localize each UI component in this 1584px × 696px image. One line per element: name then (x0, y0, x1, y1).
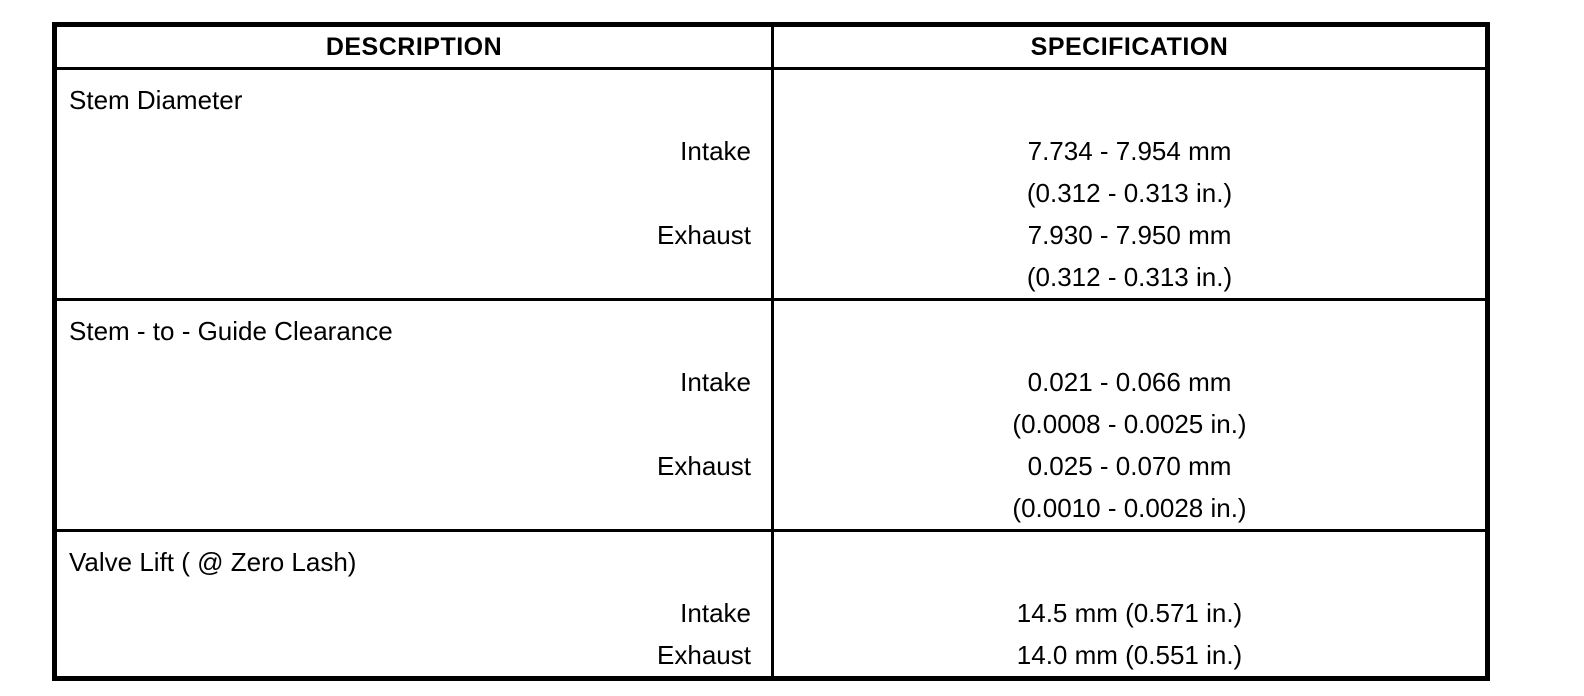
section-description-cell: Stem - to - Guide Clearance Intake Exhau… (57, 301, 771, 529)
section-title: Valve Lift ( @ Zero Lash) (69, 546, 357, 577)
row-label: Intake (680, 597, 751, 628)
valve-specification-table: DESCRIPTION SPECIFICATION Stem Diameter … (52, 22, 1490, 681)
spacer (774, 301, 1485, 361)
spec-value: 14.0 mm (0.551 in.) (1016, 639, 1243, 670)
spec-value: 7.930 - 7.950 mm (1027, 219, 1232, 250)
section-stem-to-guide-clearance: Stem - to - Guide Clearance Intake Exhau… (57, 298, 1485, 529)
spacer (774, 70, 1485, 130)
section-specification-cell: 7.734 - 7.954 mm (0.312 - 0.313 in.) 7.9… (771, 70, 1485, 298)
spec-value: (0.312 - 0.313 in.) (1026, 177, 1233, 208)
row-label (57, 403, 771, 445)
row-label (57, 487, 771, 529)
specification-column-header: SPECIFICATION (771, 27, 1485, 67)
spacer (774, 532, 1485, 592)
row-label: Intake (680, 366, 751, 397)
spec-value: 14.5 mm (0.571 in.) (1016, 597, 1243, 628)
table-header-row: DESCRIPTION SPECIFICATION (57, 27, 1485, 70)
description-column-header: DESCRIPTION (325, 32, 503, 61)
spec-value: (0.312 - 0.313 in.) (1026, 261, 1233, 292)
row-label: Exhaust (657, 450, 751, 481)
section-specification-cell: 14.5 mm (0.571 in.) 14.0 mm (0.551 in.) (771, 532, 1485, 676)
row-label (57, 256, 771, 298)
spec-value: 0.021 - 0.066 mm (1027, 366, 1232, 397)
spec-value: 7.734 - 7.954 mm (1027, 135, 1232, 166)
section-title: Stem Diameter (69, 84, 243, 115)
row-label: Exhaust (657, 219, 751, 250)
section-title: Stem - to - Guide Clearance (69, 315, 393, 346)
spec-value: (0.0008 - 0.0025 in.) (1012, 408, 1247, 439)
section-valve-lift: Valve Lift ( @ Zero Lash) Intake Exhaust… (57, 529, 1485, 676)
spec-value: 0.025 - 0.070 mm (1027, 450, 1232, 481)
section-description-cell: Stem Diameter Intake Exhaust (57, 70, 771, 298)
row-label: Intake (680, 135, 751, 166)
section-stem-diameter: Stem Diameter Intake Exhaust 7.734 - 7.9… (57, 70, 1485, 298)
section-description-cell: Valve Lift ( @ Zero Lash) Intake Exhaust (57, 532, 771, 676)
section-specification-cell: 0.021 - 0.066 mm (0.0008 - 0.0025 in.) 0… (771, 301, 1485, 529)
row-label (57, 172, 771, 214)
row-label: Exhaust (657, 639, 751, 670)
spec-value: (0.0010 - 0.0028 in.) (1012, 492, 1247, 523)
